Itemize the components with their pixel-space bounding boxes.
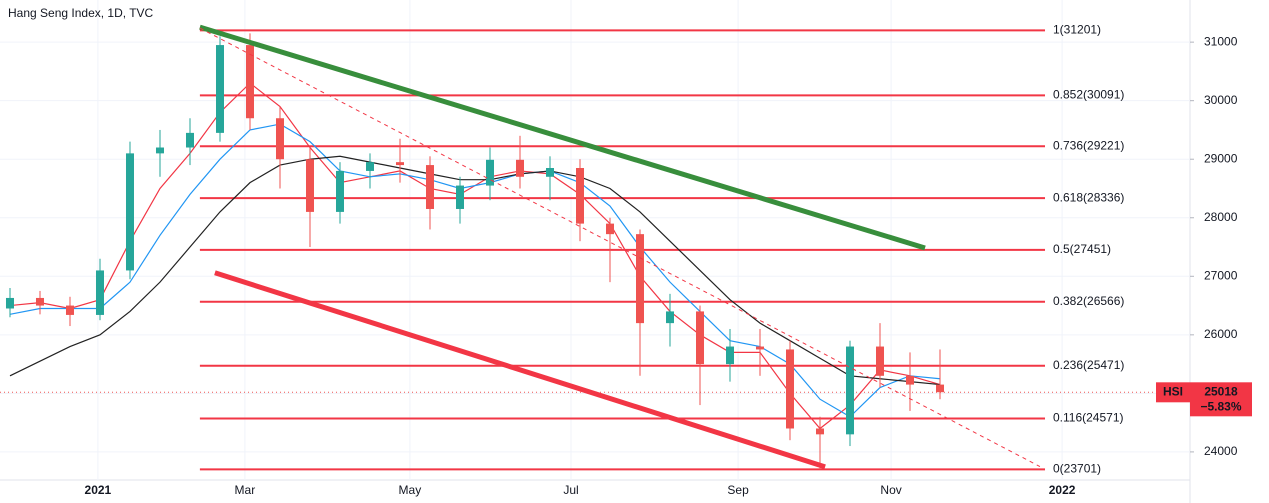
x-tick-label: Sep <box>727 483 749 497</box>
moving-average <box>9 123 941 418</box>
y-tick-label: 28000 <box>1204 210 1238 224</box>
x-tick-label: Jul <box>563 483 578 497</box>
candle-body <box>575 168 584 224</box>
fib-label: 0.618(28336) <box>1053 190 1124 204</box>
chart-title: Hang Seng Index, 1D, TVC <box>8 6 154 20</box>
symbol-tag <box>1156 382 1190 403</box>
candle-body <box>936 384 945 393</box>
trendline <box>199 24 926 251</box>
candle-body <box>35 297 44 306</box>
candle-body <box>335 170 344 212</box>
candle-body <box>485 159 494 186</box>
candle-body <box>666 311 675 324</box>
y-tick-label: 30000 <box>1204 93 1238 107</box>
candle-body <box>906 375 915 385</box>
fib-label: 1(31201) <box>1053 23 1101 37</box>
x-tick-label: Mar <box>235 483 256 497</box>
candle-body <box>455 185 464 209</box>
candle-body <box>275 118 284 160</box>
candle-body <box>185 132 194 148</box>
fib-label: 0.382(26566) <box>1053 294 1124 308</box>
price-label: 25018 <box>1204 384 1238 398</box>
candle-body <box>425 165 434 209</box>
price-tag <box>1190 382 1252 417</box>
fib-label: 0.736(29221) <box>1053 138 1124 152</box>
candle-body <box>696 311 705 365</box>
candle-body <box>65 305 74 315</box>
y-tick-label: 31000 <box>1204 34 1238 48</box>
candle-body <box>515 159 524 177</box>
candle-body <box>155 147 164 154</box>
x-tick-label: May <box>399 483 422 497</box>
candle-body <box>756 346 765 350</box>
candle-body <box>876 346 885 376</box>
symbol-label: HSI <box>1163 384 1183 398</box>
candle-body <box>726 346 735 365</box>
y-tick-label: 24000 <box>1204 444 1238 458</box>
candle-body <box>395 162 404 166</box>
candle-body <box>245 45 254 119</box>
candle-body <box>636 234 645 324</box>
candle-body <box>95 270 104 315</box>
fib-label: 0(23701) <box>1053 462 1101 476</box>
candle-body <box>125 153 134 271</box>
candle-body <box>215 45 224 133</box>
candle-body <box>5 297 14 309</box>
x-tick-label: 2022 <box>1049 483 1076 497</box>
candle-body <box>606 223 615 235</box>
fib-label: 0.116(24571) <box>1053 411 1124 425</box>
x-tick-label: 2021 <box>85 483 112 497</box>
candle-body <box>816 428 825 435</box>
y-tick-label: 26000 <box>1204 327 1238 341</box>
candle-body <box>786 349 795 429</box>
x-tick-label: Nov <box>880 483 901 497</box>
candle-body <box>846 346 855 435</box>
change-label: −5.83% <box>1200 399 1241 413</box>
y-tick-label: 27000 <box>1204 268 1238 282</box>
candle-body <box>365 162 374 171</box>
fib-label: 0.5(27451) <box>1053 242 1111 256</box>
candle-body <box>545 168 554 177</box>
fib-label: 0.236(25471) <box>1053 358 1124 372</box>
candle-body <box>305 159 314 212</box>
y-tick-label: 29000 <box>1204 151 1238 165</box>
moving-average <box>9 155 941 386</box>
trendline <box>214 270 826 470</box>
fib-label: 0.852(30091) <box>1053 88 1124 102</box>
trendline <box>199 27 1041 467</box>
